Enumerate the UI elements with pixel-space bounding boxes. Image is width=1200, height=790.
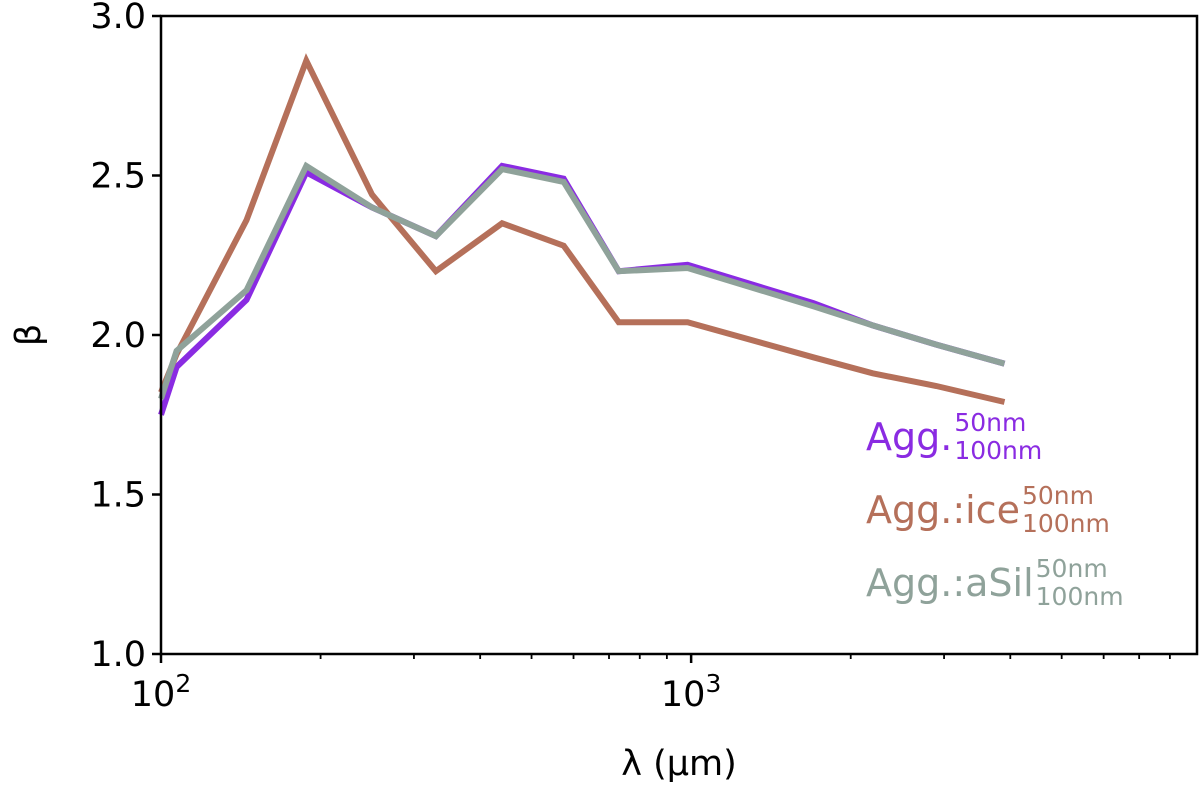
legend-entry-1: Agg. — [866, 415, 952, 459]
series-lines — [158, 53, 1006, 416]
legend-superscript: 50nm — [1036, 554, 1108, 583]
legend-superscript: 50nm — [954, 408, 1026, 437]
legend-subscript: 100nm — [954, 436, 1042, 465]
legend-entry-2: Agg.:ice — [866, 488, 1020, 532]
series-line-3 — [158, 161, 1006, 400]
legend-entry-3: Agg.:aSil — [866, 561, 1034, 605]
legend-superscript: 50nm — [1022, 481, 1094, 510]
axis-ticks: 1.0 1.5 2.0 2.5 3.0 102 103 — [90, 0, 1171, 715]
y-axis-label: β — [9, 324, 49, 346]
legend-subscript: 100nm — [1036, 582, 1124, 611]
y-tick-label: 2.5 — [90, 157, 146, 197]
x-tick-label: 103 — [661, 669, 721, 715]
y-tick-label: 2.0 — [90, 316, 146, 356]
y-tick-label: 1.5 — [90, 476, 146, 516]
y-tick-label: 3.0 — [90, 0, 146, 37]
x-tick-label: 102 — [131, 669, 191, 715]
x-axis-label: λ (μm) — [621, 744, 737, 784]
legend-subscript: 100nm — [1022, 509, 1110, 538]
y-tick-label: 1.0 — [90, 635, 146, 675]
series-line-2 — [158, 53, 1006, 405]
